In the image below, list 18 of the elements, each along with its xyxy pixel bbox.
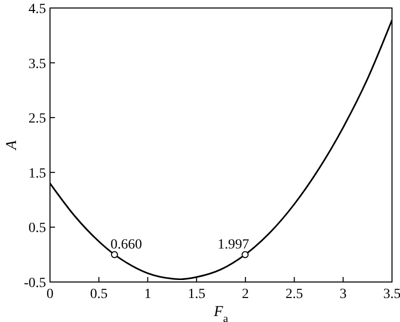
y-axis-title: A bbox=[4, 140, 20, 151]
x-tick-label: 2.5 bbox=[286, 287, 304, 302]
annotation: 1.997 bbox=[218, 238, 250, 253]
x-tick-label: 1 bbox=[144, 287, 152, 302]
x-axis-title: F$_{a}$ bbox=[212, 304, 228, 322]
y-tick-label: 4.5 bbox=[28, 2, 46, 17]
x-tick-label: 1.5 bbox=[188, 287, 206, 302]
y-tick-label: -0.5 bbox=[24, 276, 46, 291]
x-tick-label: 3.5 bbox=[383, 287, 400, 302]
annotation: 0.660 bbox=[110, 238, 142, 253]
y-tick-label: 2.5 bbox=[28, 112, 46, 127]
x-tick-label: 3 bbox=[340, 287, 347, 302]
x-tick-label: 0 bbox=[46, 287, 54, 302]
y-tick-label: 0.5 bbox=[28, 221, 46, 236]
y-tick-label: 3.5 bbox=[28, 56, 46, 72]
y-tick-label: 1.5 bbox=[28, 166, 46, 182]
x-tick-label: 2 bbox=[242, 287, 249, 302]
x-tick-label: 0.5 bbox=[90, 287, 108, 302]
